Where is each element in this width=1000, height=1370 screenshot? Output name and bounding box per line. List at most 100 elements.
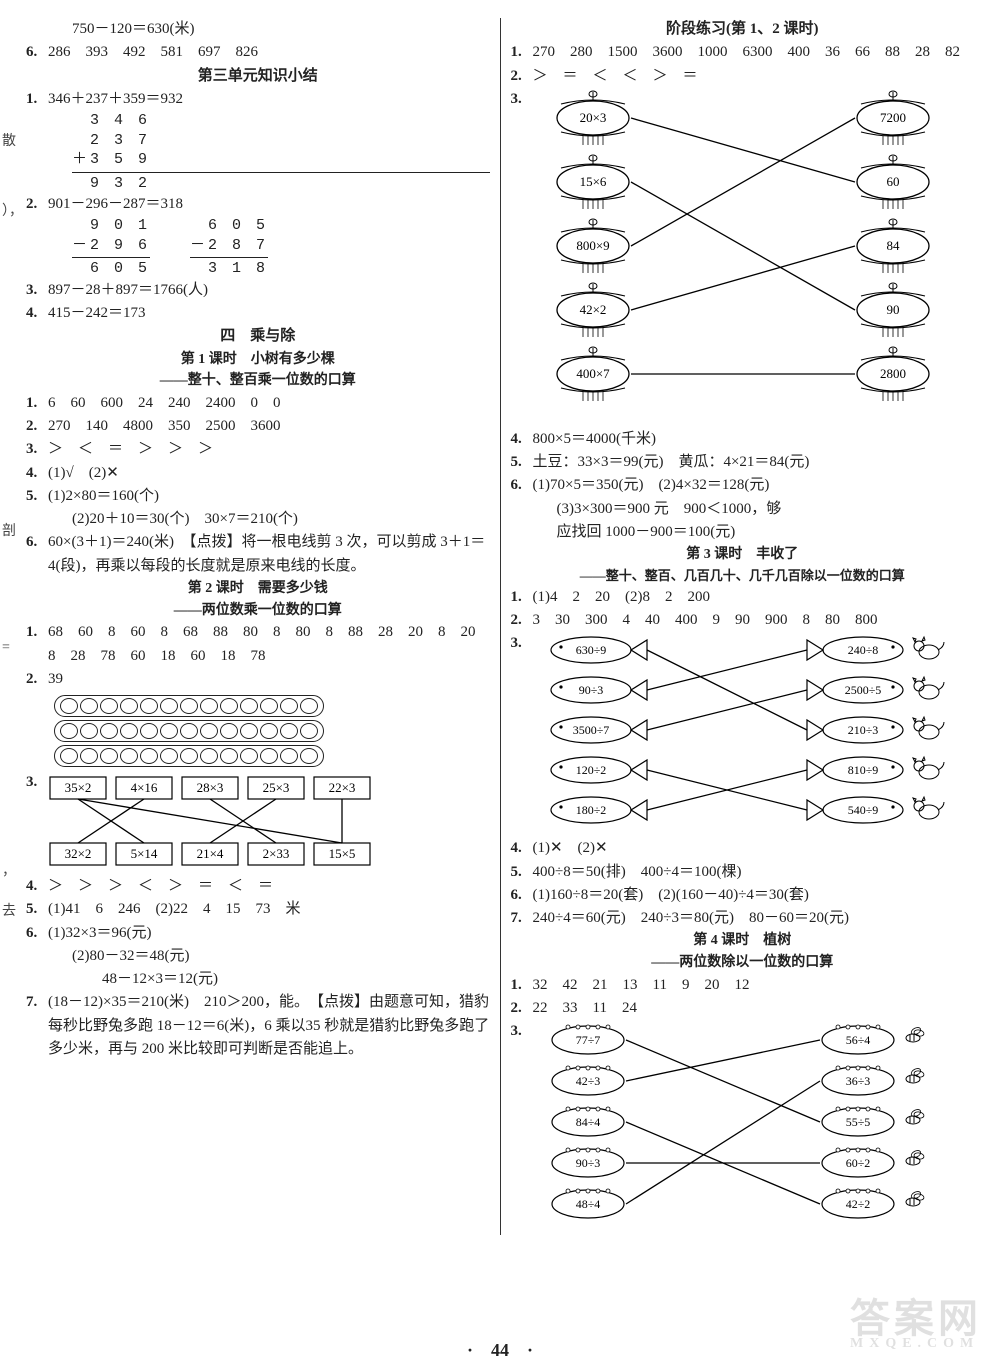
heading-stage: 阶段练习(第 1、2 课时) xyxy=(511,18,975,41)
svg-text:20×3: 20×3 xyxy=(579,110,606,125)
svg-text:42÷3: 42÷3 xyxy=(575,1074,600,1088)
svg-text:22×3: 22×3 xyxy=(329,780,356,795)
answer: 60×(3＋1)＝240(米) 【点拨】将一根电线剪 3 次，可以剪成 3＋1＝… xyxy=(48,531,490,578)
answer: 22 33 11 24 xyxy=(533,997,975,1020)
answer: 39 xyxy=(48,668,490,691)
answer: ＞ ＞ ＞ ＜ ＞ ＝ ＜ ＝ xyxy=(48,875,490,898)
svg-text:42×2: 42×2 xyxy=(579,302,606,317)
svg-text:90÷3: 90÷3 xyxy=(575,1156,600,1170)
heading-lesson4-sub: ——两位数除以一位数的口算 xyxy=(511,952,975,974)
svg-text:60: 60 xyxy=(886,174,899,189)
fish-diagram: 630÷990÷33500÷7120÷2180÷2240÷82500÷5210÷… xyxy=(533,632,975,837)
answer: 901－296－287＝318 xyxy=(48,193,490,216)
lantern-svg: 20×315×6800×942×2400×772006084902800 xyxy=(533,88,963,428)
svg-text:4×16: 4×16 xyxy=(131,780,158,795)
answer: 346＋237＋359＝932 xyxy=(48,88,490,111)
oval-diagram xyxy=(54,695,490,767)
heading-lesson2-sub: ——两位数乘一位数的口算 xyxy=(26,600,490,622)
answer: 应找回 1000－900＝100(元) xyxy=(511,521,975,544)
answer: 415－242＝173 xyxy=(48,302,490,325)
vertical-calc: 6 0 5 －2 8 7 3 1 8 xyxy=(190,216,268,279)
answer: 800×5＝4000(千米) xyxy=(533,428,975,451)
answer: (2)80－32＝48(元) xyxy=(26,945,490,968)
vertical-calc: 9 0 1 －2 9 6 6 0 5 xyxy=(72,216,150,279)
egg-svg: 77÷742÷384÷490÷348÷456÷436÷355÷560÷242÷2 xyxy=(533,1020,963,1235)
svg-text:60÷2: 60÷2 xyxy=(845,1156,870,1170)
heading-lesson1-sub: ——整十、整百乘一位数的口算 xyxy=(26,370,490,392)
svg-text:7200: 7200 xyxy=(880,110,906,125)
answer: (18－12)×35＝210(米) 210＞200，能。 【点拨】由题意可知，猎… xyxy=(48,991,490,1061)
svg-text:35×2: 35×2 xyxy=(65,780,92,795)
column-divider xyxy=(500,18,501,1235)
answer: 土豆：33×3＝99(元) 黄瓜：4×21＝84(元) xyxy=(533,451,975,474)
page-number: 44 xyxy=(491,1340,509,1360)
answer: 400÷8＝50(排) 400÷4＝100(棵) xyxy=(533,861,975,884)
svg-text:32×2: 32×2 xyxy=(65,846,92,861)
svg-text:180÷2: 180÷2 xyxy=(575,803,606,817)
heading-lesson3: 第 3 课时 丰收了 xyxy=(511,544,975,566)
svg-text:2×33: 2×33 xyxy=(263,846,290,861)
answer: (1)32×3＝96(元) xyxy=(48,922,490,945)
svg-text:77÷7: 77÷7 xyxy=(575,1033,600,1047)
heading-lesson1: 第 1 课时 小树有多少棵 xyxy=(26,349,490,371)
box-match-diagram: 35×2 4×16 28×3 25×3 22×3 32×2 5×14 21×4 2×33 15×5 xyxy=(48,773,490,873)
svg-text:630÷9: 630÷9 xyxy=(575,643,606,657)
box-match-svg: 35×2 4×16 28×3 25×3 22×3 32×2 5×14 21×4 2×33 15×5 xyxy=(48,773,388,873)
side-char: 剖 xyxy=(2,520,16,540)
answer: (2)20＋10＝30(个) 30×7＝210(个) xyxy=(26,508,490,531)
svg-text:25×3: 25×3 xyxy=(263,780,290,795)
svg-text:540÷9: 540÷9 xyxy=(847,803,878,817)
page: 散 ）， 剖 = ， 去 750－120＝630(米) 6.286 393 49… xyxy=(0,0,1000,1370)
answer: (1)41 6 246 (2)22 4 15 73 米 xyxy=(48,898,490,921)
svg-text:800×9: 800×9 xyxy=(576,238,609,253)
answer: (1)√ (2)✕ xyxy=(48,462,490,485)
svg-text:120÷2: 120÷2 xyxy=(575,763,606,777)
answer: (1)✕ (2)✕ xyxy=(533,837,975,860)
egg-diagram: 77÷742÷384÷490÷348÷456÷436÷355÷560÷242÷2 xyxy=(533,1020,975,1235)
svg-text:84: 84 xyxy=(886,238,900,253)
svg-text:56÷4: 56÷4 xyxy=(845,1033,870,1047)
svg-text:240÷8: 240÷8 xyxy=(847,643,878,657)
svg-text:2800: 2800 xyxy=(880,366,906,381)
side-char: ， xyxy=(2,860,16,880)
svg-text:84÷4: 84÷4 xyxy=(575,1115,600,1129)
svg-text:55÷5: 55÷5 xyxy=(845,1115,870,1129)
answer: 897－28＋897＝1766(人) xyxy=(48,279,490,302)
answer: 32 42 21 13 11 9 20 12 xyxy=(533,974,975,997)
heading-lesson3-sub: ——整十、整百、几百几十、几千几百除以一位数的口算 xyxy=(511,566,975,586)
side-char: ）， xyxy=(2,200,23,220)
answer: (3)3×300＝900 元 900＜1000，够 xyxy=(511,498,975,521)
answer: (1)160÷8＝20(套) (2)(160－40)÷4＝30(套) xyxy=(533,884,975,907)
side-char: 去 xyxy=(2,900,16,920)
heading-unit4: 四 乘与除 xyxy=(26,325,490,348)
svg-text:90÷3: 90÷3 xyxy=(578,683,603,697)
answer: 68 60 8 60 8 68 88 80 8 80 8 88 28 20 8 … xyxy=(48,621,490,668)
page-footer: · 44 · xyxy=(0,1336,1000,1362)
side-char: 散 xyxy=(2,130,16,150)
answer: 270 140 4800 350 2500 3600 xyxy=(48,415,490,438)
answer: (1)4 2 20 (2)8 2 200 xyxy=(533,586,975,609)
svg-text:15×5: 15×5 xyxy=(329,846,356,861)
right-column: 阶段练习(第 1、2 课时) 1.270 280 1500 3600 1000 … xyxy=(511,18,975,1235)
heading-unit3: 第三单元知识小结 xyxy=(26,65,490,88)
line: 750－120＝630(米) xyxy=(26,18,490,41)
answer: 240÷4＝60(元) 240÷3＝80(元) 80－60＝20(元) xyxy=(533,907,975,930)
svg-text:42÷2: 42÷2 xyxy=(845,1197,870,1211)
heading-lesson4: 第 4 课时 植树 xyxy=(511,930,975,952)
answer: 286 393 492 581 697 826 xyxy=(48,41,490,64)
answer: 270 280 1500 3600 1000 6300 400 36 66 88… xyxy=(533,41,975,64)
svg-text:400×7: 400×7 xyxy=(576,366,610,381)
svg-text:28×3: 28×3 xyxy=(197,780,224,795)
svg-text:2500÷5: 2500÷5 xyxy=(844,683,881,697)
lantern-diagram: 20×315×6800×942×2400×772006084902800 xyxy=(533,88,975,428)
fish-svg: 630÷990÷33500÷7120÷2180÷2240÷82500÷5210÷… xyxy=(533,632,963,837)
svg-text:5×14: 5×14 xyxy=(131,846,158,861)
columns: 750－120＝630(米) 6.286 393 492 581 697 826… xyxy=(26,18,974,1235)
svg-text:21×4: 21×4 xyxy=(197,846,224,861)
vertical-calc: 3 4 6 2 3 7 ＋3 5 9 9 3 2 xyxy=(72,111,490,193)
answer: (1)70×5＝350(元) (2)4×32＝128(元) xyxy=(533,474,975,497)
answer: (1)2×80＝160(个) xyxy=(48,485,490,508)
svg-text:36÷3: 36÷3 xyxy=(845,1074,870,1088)
answer: ＞ ＜ ＝ ＞ ＞ ＞ xyxy=(48,438,490,461)
svg-text:15×6: 15×6 xyxy=(579,174,606,189)
